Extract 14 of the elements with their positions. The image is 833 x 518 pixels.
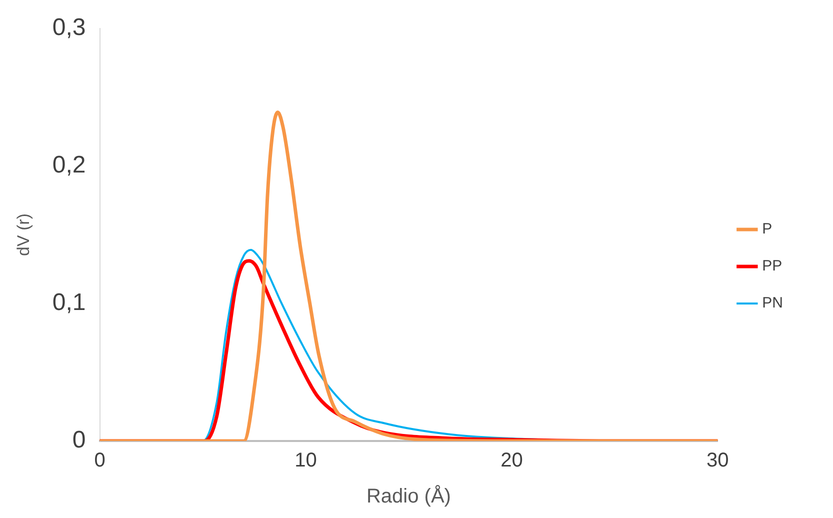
legend-label: PN <box>762 294 784 312</box>
y-tick-label: 0 <box>72 426 86 454</box>
y-tick-label: 0,1 <box>52 289 86 316</box>
x-axis-title: Radio (Å) <box>366 484 451 508</box>
legend-label: P <box>762 220 772 238</box>
line-series <box>100 110 718 441</box>
x-tick-label: 10 <box>294 450 317 472</box>
x-tick-label: 30 <box>706 450 729 472</box>
y-axis-title: dV (r) <box>14 213 33 256</box>
x-tick-label: 20 <box>500 450 523 472</box>
legend-label: PP <box>762 258 782 275</box>
y-tick-label: 0,3 <box>52 14 86 42</box>
y-tick-label: 0,2 <box>52 152 86 179</box>
x-tick-label: 0 <box>94 450 106 472</box>
